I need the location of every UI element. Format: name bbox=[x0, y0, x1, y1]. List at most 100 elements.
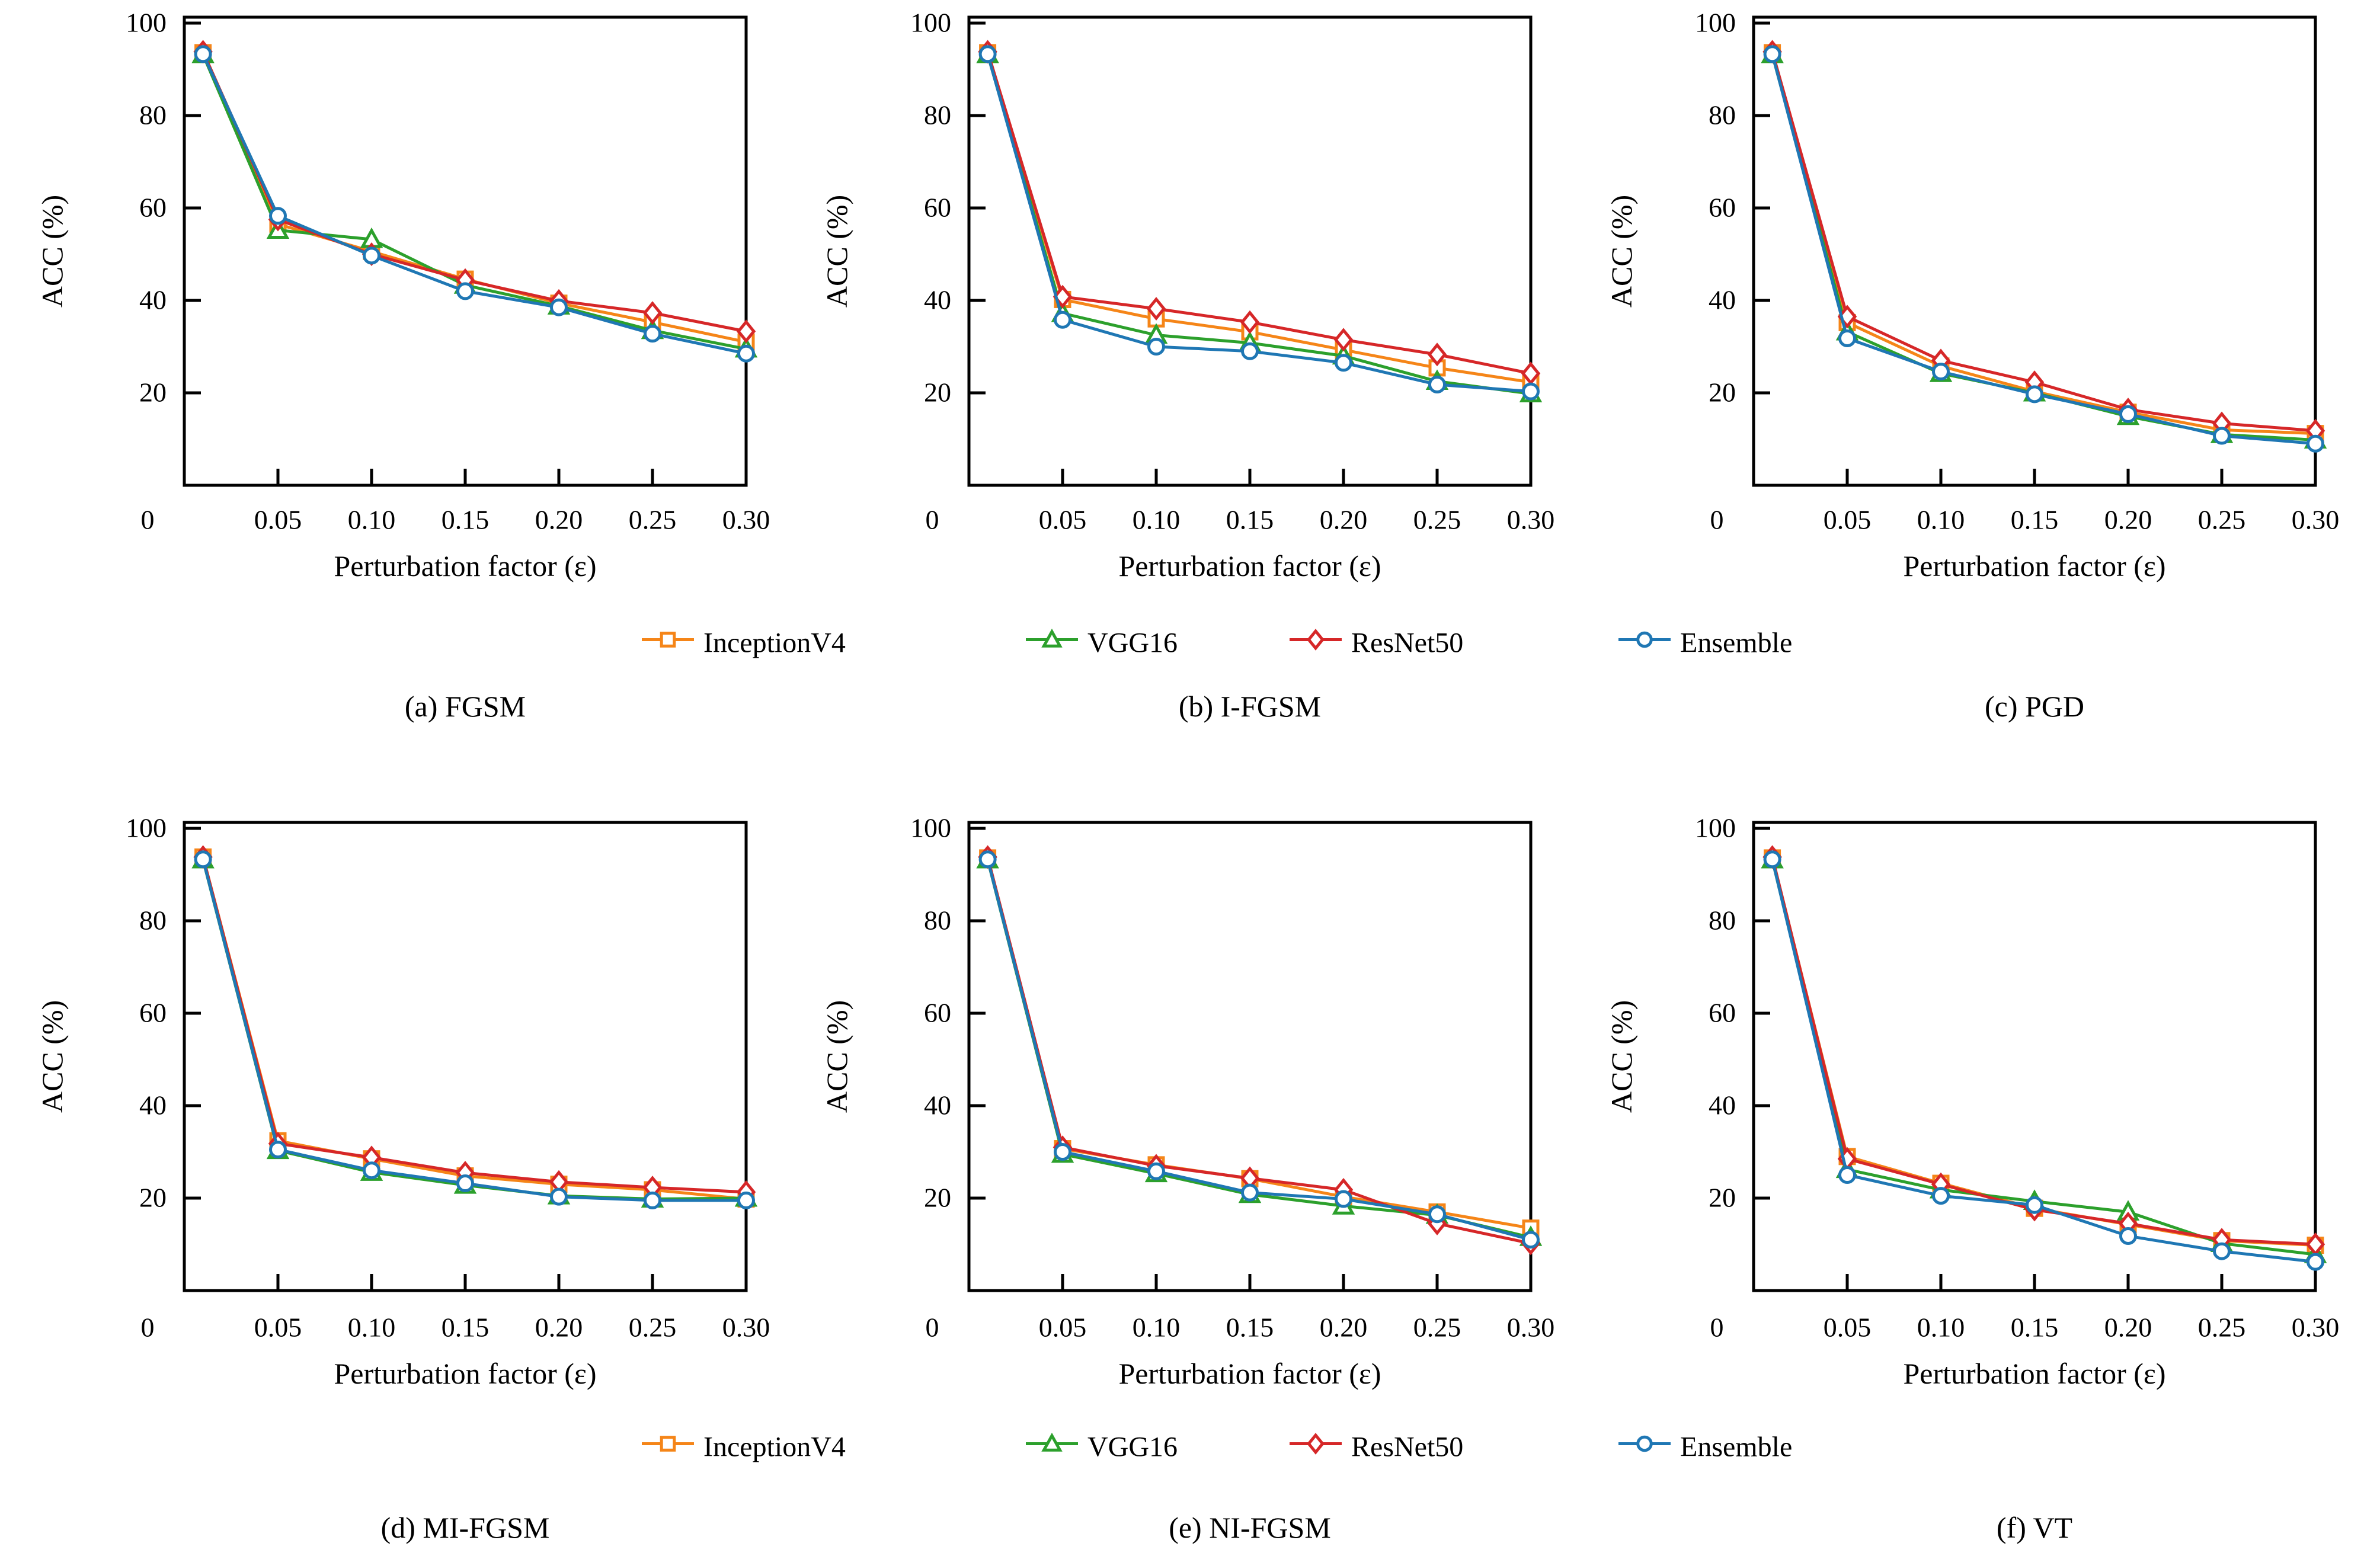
legend-label: VGG16 bbox=[1087, 1431, 1178, 1463]
series-line-inceptionv4 bbox=[986, 857, 1531, 1230]
circle-marker-icon bbox=[456, 282, 474, 300]
legend-item-inceptionv4: InceptionV4 bbox=[638, 1431, 846, 1464]
x-tick-label: 0.25 bbox=[2197, 504, 2246, 535]
legend-item-vgg16: VGG16 bbox=[1022, 627, 1178, 659]
legend-item-vgg16: VGG16 bbox=[1022, 1431, 1178, 1464]
circle-marker-icon bbox=[1763, 850, 1781, 869]
legend-item-resnet50: ResNet50 bbox=[1286, 627, 1463, 659]
x-tick-label: 0.10 bbox=[1917, 504, 1965, 535]
circle-marker-icon bbox=[1054, 1143, 1071, 1161]
circle-marker-icon bbox=[644, 325, 661, 343]
x-axis-title: Perturbation factor (ε) bbox=[334, 1357, 597, 1390]
x-tick-label: 0 bbox=[140, 504, 155, 535]
legend-item-resnet50: ResNet50 bbox=[1286, 1431, 1463, 1464]
x-tick-label: 0.15 bbox=[2010, 1312, 2059, 1343]
y-tick-label: 40 bbox=[139, 1090, 167, 1120]
x-tick-label: 0.15 bbox=[1226, 504, 1274, 535]
x-axis-title: Perturbation factor (ε) bbox=[334, 549, 597, 582]
circle-marker-icon bbox=[737, 344, 755, 363]
circle-marker-icon bbox=[1335, 1190, 1352, 1208]
circle-marker-icon bbox=[1838, 1166, 1856, 1184]
x-tick-label: 0.15 bbox=[1226, 1312, 1274, 1343]
circle-marker-icon bbox=[2213, 1242, 2231, 1260]
chart-fgsm bbox=[183, 15, 758, 487]
x-tick-label: 0.10 bbox=[347, 1312, 396, 1343]
y-tick-label: 40 bbox=[924, 284, 951, 315]
x-tick-label: 0.05 bbox=[1038, 504, 1087, 535]
series-line-vgg16 bbox=[1771, 859, 2316, 1256]
series-line-resnet50 bbox=[1771, 51, 2316, 433]
x-tick-label: 0.05 bbox=[1823, 1312, 1872, 1343]
legend-label: InceptionV4 bbox=[703, 1431, 846, 1463]
circle-marker-icon bbox=[1147, 338, 1165, 356]
y-tick-label: 80 bbox=[1709, 100, 1736, 130]
x-tick-label: 0 bbox=[1710, 1312, 1724, 1343]
x-tick-label: 0.05 bbox=[254, 504, 302, 535]
x-tick-label: 0.15 bbox=[2010, 504, 2059, 535]
x-tick-label: 0.05 bbox=[1823, 504, 1872, 535]
series-line-inceptionv4 bbox=[1771, 857, 2316, 1247]
circle-marker-icon bbox=[1522, 382, 1540, 401]
diamond-marker-icon bbox=[1427, 342, 1447, 367]
legend-label: VGG16 bbox=[1087, 627, 1178, 659]
chart-i-fgsm bbox=[967, 15, 1543, 487]
series-line-ensemble bbox=[201, 53, 747, 356]
series-line-inceptionv4 bbox=[1771, 52, 2316, 436]
series-line-vgg16 bbox=[201, 54, 747, 351]
diamond-marker-icon bbox=[642, 301, 663, 325]
x-tick-label: 0.05 bbox=[1038, 1312, 1087, 1343]
circle-marker-icon bbox=[1522, 1231, 1540, 1249]
legend-item-ensemble: Ensemble bbox=[1615, 627, 1792, 659]
series-line-inceptionv4 bbox=[986, 52, 1531, 384]
x-tick-label: 0.30 bbox=[1506, 1312, 1555, 1343]
caption-ni-fgsm: (e) NI-FGSM bbox=[1169, 1511, 1331, 1544]
x-tick-label: 0.30 bbox=[722, 1312, 770, 1343]
chart-mi-fgsm bbox=[183, 821, 758, 1292]
inceptionv4-square-marker-icon bbox=[638, 630, 698, 656]
y-tick-label: 100 bbox=[126, 7, 167, 38]
y-tick-label: 20 bbox=[139, 377, 167, 408]
resnet50-diamond-marker-icon bbox=[1286, 1433, 1345, 1460]
circle-marker-icon bbox=[2307, 434, 2324, 453]
circle-marker-icon bbox=[1147, 1162, 1165, 1180]
x-tick-label: 0.30 bbox=[2291, 1312, 2340, 1343]
x-tick-label: 0.10 bbox=[1917, 1312, 1965, 1343]
circle-marker-icon bbox=[1932, 363, 1950, 381]
circle-marker-icon bbox=[1932, 1187, 1950, 1205]
y-tick-label: 60 bbox=[139, 997, 167, 1028]
legend-item-inceptionv4: InceptionV4 bbox=[638, 627, 846, 659]
circle-marker-icon bbox=[2307, 1253, 2324, 1271]
y-tick-label: 60 bbox=[1709, 997, 1736, 1028]
caption-i-fgsm: (b) I-FGSM bbox=[1178, 690, 1322, 723]
circle-marker-icon bbox=[2026, 1196, 2043, 1214]
x-tick-label: 0.30 bbox=[1506, 504, 1555, 535]
x-tick-label: 0.30 bbox=[722, 504, 770, 535]
legend-label: Ensemble bbox=[1680, 627, 1793, 659]
series-line-resnet50 bbox=[201, 51, 747, 333]
circle-marker-icon bbox=[194, 850, 212, 869]
x-tick-label: 0.10 bbox=[1132, 504, 1181, 535]
y-tick-label: 40 bbox=[1709, 1090, 1736, 1120]
x-tick-label: 0.10 bbox=[347, 504, 396, 535]
caption-mi-fgsm: (d) MI-FGSM bbox=[380, 1511, 550, 1544]
x-tick-label: 0 bbox=[140, 1312, 155, 1343]
circle-marker-icon bbox=[2119, 1227, 2137, 1245]
y-tick-label: 20 bbox=[139, 1182, 167, 1213]
x-tick-label: 0.20 bbox=[2104, 504, 2152, 535]
x-tick-label: 0 bbox=[1710, 504, 1724, 535]
x-tick-label: 0.30 bbox=[2291, 504, 2340, 535]
diamond-marker-icon bbox=[736, 319, 756, 344]
circle-marker-icon bbox=[2213, 427, 2231, 445]
legend-label: ResNet50 bbox=[1351, 1431, 1464, 1463]
circle-marker-icon bbox=[1335, 354, 1352, 372]
x-tick-label: 0.15 bbox=[441, 504, 490, 535]
x-tick-label: 0.25 bbox=[628, 1312, 677, 1343]
x-tick-label: 0.25 bbox=[1413, 1312, 1461, 1343]
legend-item-ensemble: Ensemble bbox=[1615, 1431, 1792, 1464]
x-tick-label: 0 bbox=[925, 504, 939, 535]
y-tick-label: 80 bbox=[924, 905, 951, 936]
circle-marker-icon bbox=[2026, 385, 2043, 404]
chart-pgd bbox=[1752, 15, 2327, 487]
